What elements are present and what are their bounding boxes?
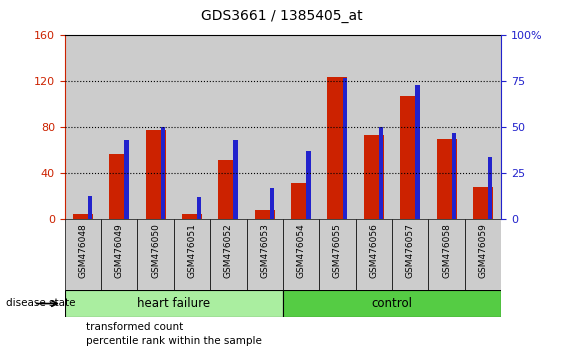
Bar — [392, 219, 428, 290]
Bar — [464, 219, 501, 290]
Text: GSM476054: GSM476054 — [297, 223, 306, 278]
Bar — [247, 219, 283, 290]
Bar — [137, 35, 174, 219]
Bar — [101, 35, 137, 219]
Bar — [291, 183, 311, 219]
Text: percentile rank within the sample: percentile rank within the sample — [86, 336, 261, 346]
Bar — [464, 35, 501, 219]
Bar — [270, 188, 274, 219]
Bar — [356, 219, 392, 290]
Bar — [234, 140, 238, 219]
Text: control: control — [372, 297, 413, 310]
Bar — [101, 219, 137, 290]
Text: GSM476058: GSM476058 — [442, 223, 451, 278]
Bar — [428, 35, 464, 219]
Bar — [319, 35, 356, 219]
Bar — [283, 35, 319, 219]
Bar — [182, 214, 202, 219]
Bar — [392, 35, 428, 219]
Text: GSM476049: GSM476049 — [115, 223, 124, 278]
Bar — [88, 195, 92, 219]
Bar — [283, 290, 501, 317]
Text: GDS3661 / 1385405_at: GDS3661 / 1385405_at — [200, 9, 363, 23]
Bar — [306, 152, 311, 219]
Bar — [65, 219, 101, 290]
Bar — [161, 127, 165, 219]
Bar — [452, 133, 456, 219]
Bar — [436, 139, 457, 219]
Bar — [254, 210, 275, 219]
Text: GSM476053: GSM476053 — [260, 223, 269, 278]
Bar — [428, 219, 464, 290]
Text: GSM476048: GSM476048 — [78, 223, 87, 278]
Bar — [174, 35, 210, 219]
Text: GSM476057: GSM476057 — [406, 223, 415, 278]
Text: GSM476051: GSM476051 — [187, 223, 196, 278]
Bar — [197, 198, 202, 219]
Bar — [210, 219, 247, 290]
Bar — [488, 157, 492, 219]
Bar — [65, 290, 283, 317]
Bar — [473, 187, 493, 219]
Text: GSM476052: GSM476052 — [224, 223, 233, 278]
Bar — [364, 136, 384, 219]
Bar — [65, 35, 101, 219]
Bar — [342, 78, 347, 219]
Bar — [73, 214, 93, 219]
Text: GSM476059: GSM476059 — [479, 223, 488, 278]
Bar — [328, 77, 347, 219]
Bar — [174, 219, 210, 290]
Bar — [247, 35, 283, 219]
Bar — [218, 160, 238, 219]
Bar — [124, 140, 129, 219]
Bar — [283, 219, 319, 290]
Bar — [415, 85, 419, 219]
Text: GSM476050: GSM476050 — [151, 223, 160, 278]
Text: disease state: disease state — [6, 298, 75, 308]
Text: transformed count: transformed count — [86, 322, 183, 332]
Bar — [319, 219, 356, 290]
Bar — [109, 154, 129, 219]
Bar — [137, 219, 174, 290]
Text: GSM476056: GSM476056 — [369, 223, 378, 278]
Bar — [400, 96, 420, 219]
Text: GSM476055: GSM476055 — [333, 223, 342, 278]
Bar — [210, 35, 247, 219]
Bar — [146, 130, 166, 219]
Bar — [356, 35, 392, 219]
Bar — [379, 127, 383, 219]
Text: heart failure: heart failure — [137, 297, 211, 310]
